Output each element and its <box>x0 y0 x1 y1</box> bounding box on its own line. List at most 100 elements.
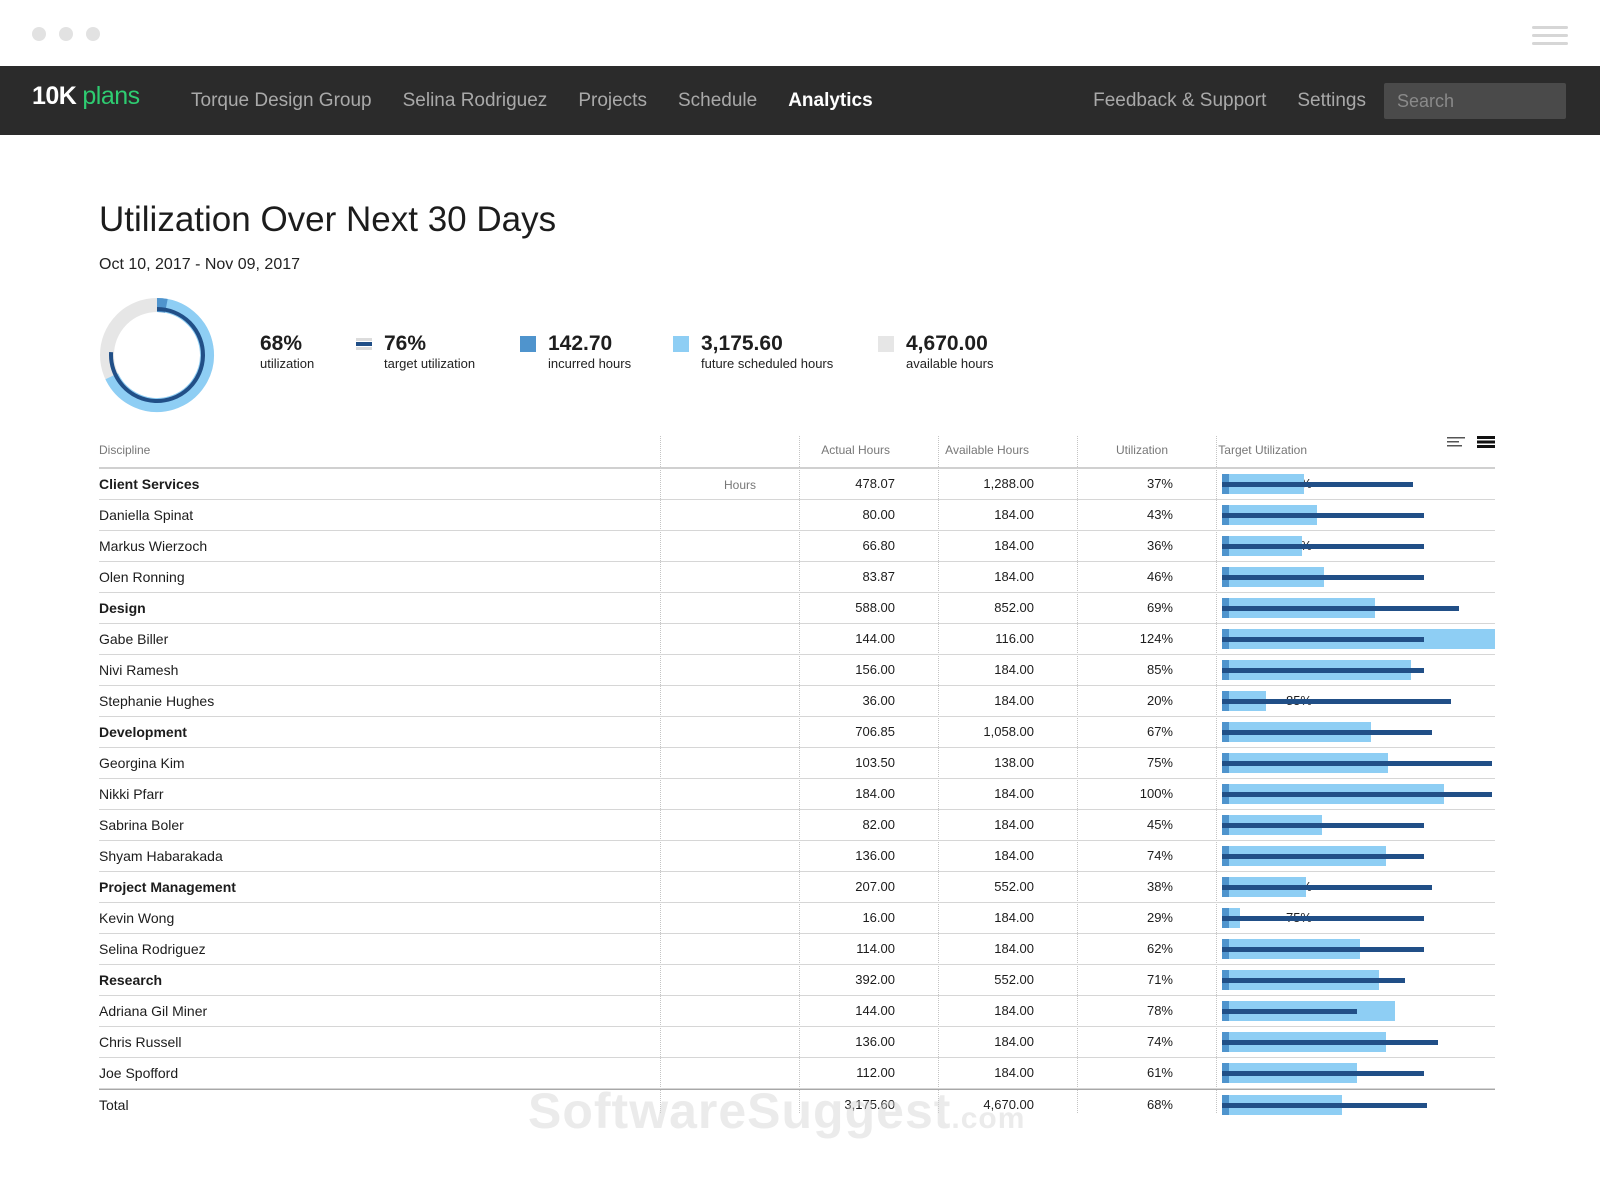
stat-value: 4,670.00 <box>906 332 988 355</box>
target-bar-line <box>1222 730 1433 735</box>
row-actual-hours: 36.00 <box>862 693 895 708</box>
logo-sub: plans <box>82 82 140 110</box>
row-name: Selina Rodriguez <box>99 941 206 957</box>
stat-label: available hours <box>906 356 994 371</box>
menu-icon[interactable] <box>1532 26 1568 50</box>
donut-scheduled-arc <box>105 298 214 412</box>
column-divider <box>799 436 800 1113</box>
nav-item-feedback[interactable]: Feedback & Support <box>1093 89 1267 111</box>
page-title: Utilization Over Next 30 Days <box>99 200 557 239</box>
row-name: Daniella Spinat <box>99 507 194 523</box>
bar-lines-view-icon[interactable] <box>1446 436 1465 448</box>
row-name: Chris Russell <box>99 1034 182 1050</box>
row-utilization: 69% <box>1146 600 1173 615</box>
utilization-bar <box>1220 872 1495 902</box>
row-available-hours: 184.00 <box>994 941 1034 956</box>
table-body: Client Services 478.07 1,288.00 37% 71% Hours… <box>99 469 1495 1120</box>
nav-item-user[interactable]: Selina Rodriguez <box>402 89 548 111</box>
utilization-bar <box>1220 531 1495 561</box>
stat-value: 142.70 <box>548 332 613 355</box>
window-dot-close[interactable] <box>32 27 46 41</box>
row-name: Georgina Kim <box>99 755 185 771</box>
nav-item-projects[interactable]: Projects <box>578 89 647 111</box>
target-bar-line <box>1222 513 1425 518</box>
utilization-bar <box>1220 624 1495 654</box>
row-available-hours: 116.00 <box>995 631 1034 646</box>
target-bar-line <box>1222 761 1492 766</box>
nav-item-schedule[interactable]: Schedule <box>677 89 758 111</box>
target-bar-line <box>1222 482 1414 487</box>
utilization-bar <box>1220 469 1495 499</box>
watermark-suffix: .com <box>951 1102 1026 1135</box>
row-available-hours: 184.00 <box>994 569 1034 584</box>
row-name: Project Management <box>99 879 236 895</box>
header-target-utilization[interactable]: Target Utilization <box>1218 443 1307 457</box>
date-range: Oct 10, 2017 - Nov 09, 2017 <box>99 256 301 273</box>
window-chrome <box>0 0 1600 66</box>
row-available-hours: 184.00 <box>994 693 1034 708</box>
row-actual-hours: 588.00 <box>855 600 895 615</box>
row-available-hours: 1,288.00 <box>983 476 1034 491</box>
bar-solid-view-icon[interactable] <box>1477 436 1495 448</box>
utilization-bar <box>1220 965 1495 995</box>
search-input[interactable] <box>1384 83 1566 119</box>
target-bar-line <box>1222 637 1425 642</box>
row-actual-hours: 66.80 <box>862 538 895 553</box>
row-utilization: 38% <box>1146 879 1173 894</box>
stat-value: 68% <box>260 332 303 355</box>
target-bar-line <box>1222 823 1425 828</box>
stat-incurred: 142.70 incurred hours <box>520 332 631 372</box>
nav-item-analytics[interactable]: Analytics <box>788 89 873 111</box>
row-actual-hours: 144.00 <box>855 1003 895 1018</box>
row-name: Joe Spofford <box>99 1065 179 1081</box>
window-dot-minimize[interactable] <box>59 27 73 41</box>
row-name: Development <box>99 724 187 740</box>
top-navbar: 10K plans Torque Design Group Selina Rodr… <box>0 66 1600 135</box>
row-utilization: 46% <box>1146 569 1173 584</box>
window-dot-maximize[interactable] <box>86 27 100 41</box>
row-name: Nikki Pfarr <box>99 786 164 802</box>
app-logo[interactable]: 10K plans <box>32 82 140 111</box>
row-actual-hours: 112.00 <box>856 1065 895 1080</box>
target-bar-line <box>1222 916 1425 921</box>
nav-item-company[interactable]: Torque Design Group <box>191 89 372 111</box>
utilization-bar <box>1220 810 1495 840</box>
row-name: Total <box>99 1097 129 1113</box>
header-utilization[interactable]: Utilization <box>1115 443 1168 457</box>
utilization-bar <box>1220 934 1495 964</box>
header-available-hours[interactable]: Available Hours <box>945 443 1029 457</box>
target-bar-line <box>1222 699 1452 704</box>
row-actual-hours: 392.00 <box>855 972 895 987</box>
table-header: Discipline Actual Hours Available Hours … <box>99 432 1495 469</box>
target-swatch-icon <box>356 338 372 350</box>
nav-item-settings[interactable]: Settings <box>1297 89 1366 111</box>
stat-scheduled: 3,175.60 future scheduled hours <box>673 333 833 372</box>
row-utilization: 100% <box>1139 786 1173 801</box>
header-discipline[interactable]: Discipline <box>99 443 151 457</box>
row-name: Sabrina Boler <box>99 817 184 833</box>
row-name: Design <box>99 600 146 616</box>
header-actual-hours[interactable]: Actual Hours <box>821 443 890 457</box>
stat-label: target utilization <box>384 356 476 371</box>
